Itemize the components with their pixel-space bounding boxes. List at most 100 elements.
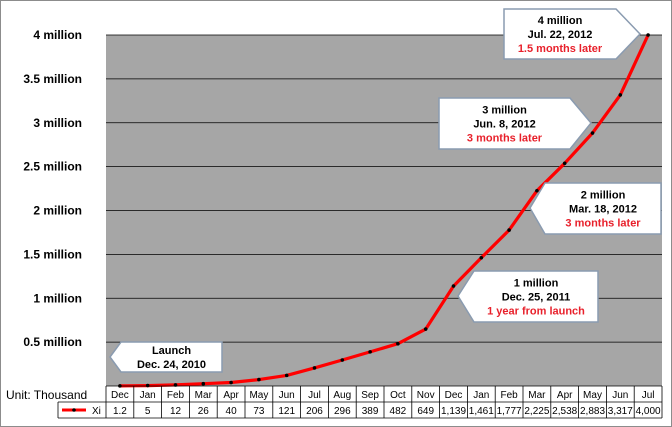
category-label: Mar bbox=[195, 390, 213, 401]
category-label: Apr bbox=[223, 390, 239, 401]
data-point bbox=[257, 377, 261, 382]
data-point bbox=[535, 188, 539, 193]
y-tick-label: 4 million bbox=[33, 28, 82, 42]
value-label: 5 bbox=[145, 406, 151, 417]
value-label: 73 bbox=[253, 406, 265, 417]
category-label: May bbox=[583, 390, 602, 401]
category-label: Dec bbox=[111, 390, 129, 401]
callout-highlight: 3 months later bbox=[565, 218, 641, 230]
value-label: 649 bbox=[417, 406, 434, 417]
callout-text: Jun. 8, 2012 bbox=[473, 119, 535, 131]
data-point bbox=[284, 373, 289, 378]
category-label: Jan bbox=[140, 390, 156, 401]
value-label: 206 bbox=[306, 406, 323, 417]
value-label: 40 bbox=[226, 406, 238, 417]
category-label: Dec bbox=[445, 390, 463, 401]
value-label: 296 bbox=[334, 406, 351, 417]
y-axis-tick-labels: 0.5 million 1 million 1.5 million 2 million… bbox=[23, 28, 82, 349]
callout-text: 2 million bbox=[581, 190, 626, 202]
data-point bbox=[396, 341, 400, 346]
data-point bbox=[340, 358, 345, 362]
y-tick-label: 3 million bbox=[33, 116, 82, 130]
callout-launch: Launch Dec. 24, 2010 bbox=[109, 341, 223, 373]
y-tick-label: 2 million bbox=[33, 204, 82, 218]
data-point bbox=[229, 380, 233, 385]
category-label: Jun bbox=[612, 390, 628, 401]
value-label: 26 bbox=[198, 406, 210, 417]
series-line-xi bbox=[118, 33, 650, 388]
callout-text: Mar. 18, 2012 bbox=[569, 204, 637, 216]
category-label: Jun bbox=[279, 390, 295, 401]
category-label: Jan bbox=[473, 390, 489, 401]
data-point bbox=[562, 161, 567, 166]
legend-label: Xi bbox=[92, 406, 101, 417]
data-point bbox=[423, 327, 428, 331]
category-label: Apr bbox=[557, 390, 573, 401]
y-tick-label: 0.5 million bbox=[23, 335, 82, 349]
category-label: Jul bbox=[308, 390, 321, 401]
category-label: May bbox=[249, 390, 268, 401]
value-label: 121 bbox=[278, 406, 295, 417]
callout-box bbox=[503, 8, 642, 60]
category-label: Sep bbox=[361, 390, 379, 401]
value-label: 482 bbox=[390, 406, 407, 417]
data-point bbox=[368, 350, 372, 354]
value-label: 2,883 bbox=[580, 406, 605, 417]
callout-highlight: 1 year from launch bbox=[487, 306, 585, 318]
callout-two-million: 2 million Mar. 18, 2012 3 months later bbox=[529, 182, 662, 235]
callout-box bbox=[529, 182, 662, 235]
callout-box bbox=[109, 341, 223, 373]
value-label: 1,139 bbox=[441, 406, 466, 417]
data-point bbox=[201, 381, 206, 386]
value-label: 3,317 bbox=[608, 406, 633, 417]
value-label: 389 bbox=[362, 406, 379, 417]
value-label: 1,461 bbox=[469, 406, 494, 417]
y-tick-label: 3.5 million bbox=[23, 72, 82, 86]
value-label: 2,538 bbox=[552, 406, 577, 417]
y-tick-label: 2.5 million bbox=[23, 160, 82, 174]
callout-text: Dec. 24, 2010 bbox=[137, 359, 206, 371]
value-label: 1,777 bbox=[497, 406, 522, 417]
series-points bbox=[118, 33, 650, 388]
category-label: Mar bbox=[528, 390, 546, 401]
category-label: Nov bbox=[417, 390, 435, 401]
unit-label: Unit: Thousand bbox=[6, 388, 87, 402]
y-tick-label: 1 million bbox=[33, 291, 82, 305]
callout-text: 3 million bbox=[482, 105, 527, 117]
category-label: Aug bbox=[333, 390, 351, 401]
data-point bbox=[312, 366, 317, 370]
callout-highlight: 1.5 months later bbox=[518, 43, 603, 55]
callout-text: 4 million bbox=[538, 15, 583, 27]
legend-marker bbox=[72, 408, 76, 412]
callout-text: Jul. 22, 2012 bbox=[528, 29, 593, 41]
callout-four-million: 4 million Jul. 22, 2012 1.5 months later bbox=[503, 8, 642, 60]
callout-text: Launch bbox=[152, 345, 191, 357]
data-point bbox=[145, 383, 150, 388]
callout-box bbox=[457, 270, 599, 323]
y-tick-label: 1.5 million bbox=[23, 247, 82, 261]
data-point bbox=[646, 33, 650, 37]
data-point bbox=[507, 228, 511, 232]
data-point bbox=[618, 93, 623, 97]
value-label: 1.2 bbox=[113, 406, 127, 417]
category-label: Feb bbox=[167, 390, 185, 401]
series-line bbox=[118, 33, 650, 388]
value-label: 12 bbox=[170, 406, 182, 417]
value-label: 2,225 bbox=[524, 406, 549, 417]
callout-three-million: 3 million Jun. 8, 2012 3 months later bbox=[438, 97, 592, 150]
callout-highlight: 3 months later bbox=[467, 133, 543, 145]
annotations: Launch Dec. 24, 2010 1 million Dec. 25, 201… bbox=[109, 8, 662, 373]
value-label: 4,000 bbox=[636, 406, 661, 417]
category-label: Oct bbox=[390, 390, 406, 401]
callout-one-million: 1 million Dec. 25, 2011 1 year from launch bbox=[457, 270, 599, 323]
data-point bbox=[451, 284, 456, 288]
callout-text: Dec. 25, 2011 bbox=[502, 292, 571, 304]
data-point bbox=[479, 255, 484, 260]
data-table: Unit: Thousand Xi Dec Jan Feb Mar Apr May Jun Jul… bbox=[6, 385, 663, 419]
callout-box bbox=[438, 97, 592, 150]
callout-text: 1 million bbox=[514, 278, 559, 290]
category-label: Jul bbox=[642, 390, 655, 401]
data-point bbox=[590, 131, 595, 135]
category-label: Feb bbox=[500, 390, 518, 401]
